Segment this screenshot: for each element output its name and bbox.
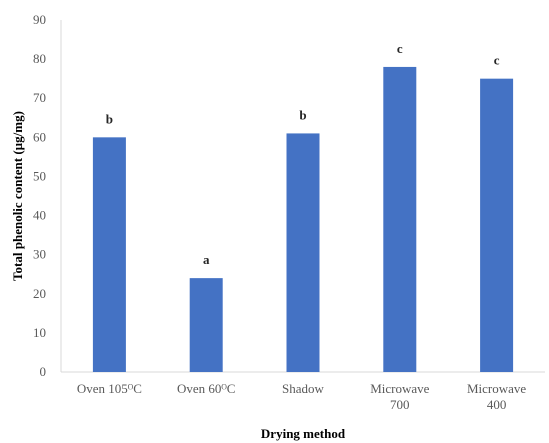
category-labels: Oven 105ᴼC Oven 60ᴼC Shadow Microwave700Mic… — [77, 381, 527, 412]
y-tick-label: 80 — [33, 51, 46, 66]
y-tick-label: 90 — [33, 12, 46, 27]
y-tick-label: 10 — [33, 325, 46, 340]
significance-label: a — [203, 252, 210, 267]
bar — [189, 278, 223, 372]
significance-label: b — [106, 111, 113, 126]
category-label: 700 — [390, 397, 410, 412]
y-axis-title: Total phenolic content (µg/mg) — [10, 111, 25, 281]
y-tick-label: 40 — [33, 208, 46, 223]
y-tick-label: 50 — [33, 168, 46, 183]
category-label: Oven 60ᴼC — [177, 381, 236, 396]
category-label: Oven 105ᴼC — [77, 381, 142, 396]
y-tick-label: 60 — [33, 129, 46, 144]
y-tick-labels: 0 10 20 30 40 50 60 70 80 90 — [33, 12, 46, 379]
bar — [383, 66, 417, 372]
y-tick-label: 0 — [40, 364, 47, 379]
bar — [480, 78, 514, 373]
y-tick-label: 30 — [33, 247, 46, 262]
significance-label: c — [494, 53, 500, 68]
significance-label: b — [299, 107, 306, 122]
category-label: Shadow — [282, 381, 325, 396]
y-tick-label: 20 — [33, 286, 46, 301]
bars — [92, 66, 514, 373]
y-tick-label: 70 — [33, 90, 46, 105]
x-axis-title: Drying method — [261, 426, 346, 441]
significance-label: c — [397, 41, 403, 56]
bar — [92, 137, 126, 372]
bar — [286, 133, 320, 372]
category-label: Microwave — [467, 381, 526, 396]
category-label: 400 — [487, 397, 507, 412]
category-label: Microwave — [370, 381, 429, 396]
significance-labels: b a b c c — [106, 41, 500, 267]
